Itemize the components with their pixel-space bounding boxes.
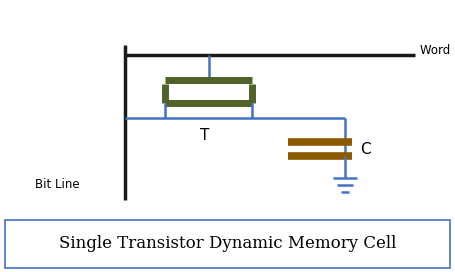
Text: Word Line: Word Line <box>420 44 455 57</box>
Text: C: C <box>360 141 371 156</box>
FancyBboxPatch shape <box>5 220 450 268</box>
Text: Bit Line: Bit Line <box>35 178 80 191</box>
Text: T: T <box>201 128 210 144</box>
Text: Single Transistor Dynamic Memory Cell: Single Transistor Dynamic Memory Cell <box>59 236 396 252</box>
